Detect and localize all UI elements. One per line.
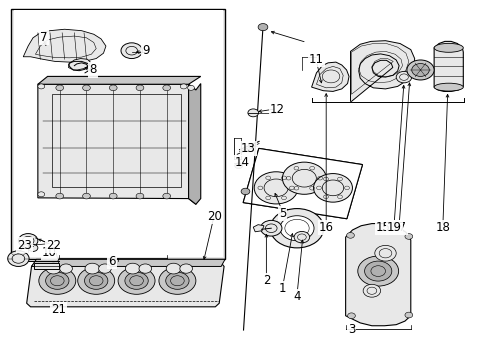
Circle shape [84, 272, 108, 289]
Circle shape [357, 256, 398, 286]
Circle shape [99, 264, 111, 273]
Circle shape [282, 162, 325, 194]
Circle shape [411, 64, 428, 76]
Text: 18: 18 [434, 221, 449, 234]
Circle shape [109, 193, 117, 199]
Circle shape [363, 284, 380, 297]
Text: 8: 8 [89, 63, 96, 76]
Polygon shape [188, 84, 201, 204]
Circle shape [39, 267, 76, 294]
Text: 13: 13 [241, 142, 255, 155]
Circle shape [166, 263, 181, 274]
Circle shape [78, 267, 115, 294]
Circle shape [406, 60, 433, 80]
Circle shape [28, 244, 38, 251]
Circle shape [374, 246, 395, 261]
Circle shape [85, 263, 100, 274]
Circle shape [180, 264, 192, 273]
Circle shape [125, 263, 140, 274]
Circle shape [8, 251, 29, 266]
Circle shape [404, 234, 412, 239]
Text: 9: 9 [142, 44, 150, 57]
Circle shape [109, 85, 117, 91]
Text: 10: 10 [41, 246, 56, 258]
Text: 3: 3 [347, 323, 354, 336]
Ellipse shape [433, 83, 462, 91]
Text: 21: 21 [51, 303, 66, 316]
Circle shape [364, 261, 391, 281]
Circle shape [136, 85, 143, 91]
Text: 14: 14 [234, 156, 249, 169]
Circle shape [258, 23, 267, 31]
Circle shape [46, 263, 61, 274]
Circle shape [121, 43, 142, 59]
Text: 15: 15 [375, 221, 390, 234]
Circle shape [56, 85, 63, 91]
Circle shape [234, 163, 242, 168]
Polygon shape [243, 148, 362, 219]
Circle shape [313, 174, 352, 202]
Circle shape [404, 312, 412, 318]
Circle shape [260, 220, 282, 236]
Circle shape [124, 272, 148, 289]
Circle shape [60, 264, 72, 273]
Ellipse shape [433, 43, 462, 52]
Circle shape [346, 233, 354, 238]
Circle shape [45, 272, 69, 289]
Circle shape [165, 272, 189, 289]
Text: 2: 2 [262, 274, 269, 287]
Polygon shape [38, 84, 196, 204]
Circle shape [254, 172, 297, 204]
Circle shape [280, 216, 313, 241]
Polygon shape [38, 76, 201, 84]
Text: 6: 6 [108, 255, 116, 268]
Circle shape [118, 267, 155, 294]
Polygon shape [350, 41, 414, 102]
Text: 4: 4 [293, 289, 300, 303]
Text: 11: 11 [308, 53, 323, 66]
Polygon shape [243, 148, 362, 219]
Circle shape [241, 188, 249, 195]
Circle shape [38, 192, 44, 197]
Circle shape [163, 85, 170, 91]
Circle shape [38, 84, 44, 89]
Bar [14, 10, 222, 257]
Polygon shape [311, 62, 348, 91]
Circle shape [136, 193, 143, 199]
Text: 17: 17 [391, 221, 406, 234]
Circle shape [180, 84, 187, 89]
Polygon shape [253, 225, 264, 232]
Text: 16: 16 [318, 221, 333, 234]
Text: 20: 20 [206, 210, 222, 223]
Polygon shape [433, 41, 462, 91]
Circle shape [56, 193, 63, 199]
Circle shape [247, 109, 258, 117]
Text: 5: 5 [278, 207, 285, 220]
Circle shape [270, 208, 323, 248]
Circle shape [82, 193, 90, 199]
Circle shape [19, 234, 38, 248]
Circle shape [347, 313, 355, 319]
Polygon shape [27, 263, 224, 307]
Polygon shape [345, 224, 410, 326]
Text: 1: 1 [278, 283, 285, 296]
Circle shape [139, 264, 151, 273]
Circle shape [187, 85, 194, 90]
Text: 19: 19 [386, 221, 401, 234]
Circle shape [293, 231, 309, 243]
Bar [11, 9, 224, 258]
Circle shape [395, 71, 411, 83]
Polygon shape [68, 59, 90, 70]
Circle shape [159, 267, 196, 294]
Text: 7: 7 [41, 31, 48, 44]
Text: 22: 22 [46, 239, 61, 252]
Text: 23: 23 [17, 239, 32, 252]
Circle shape [163, 193, 170, 199]
Polygon shape [34, 263, 59, 269]
Circle shape [82, 85, 90, 91]
Polygon shape [31, 259, 224, 266]
Text: 12: 12 [269, 103, 285, 116]
Polygon shape [23, 29, 106, 62]
